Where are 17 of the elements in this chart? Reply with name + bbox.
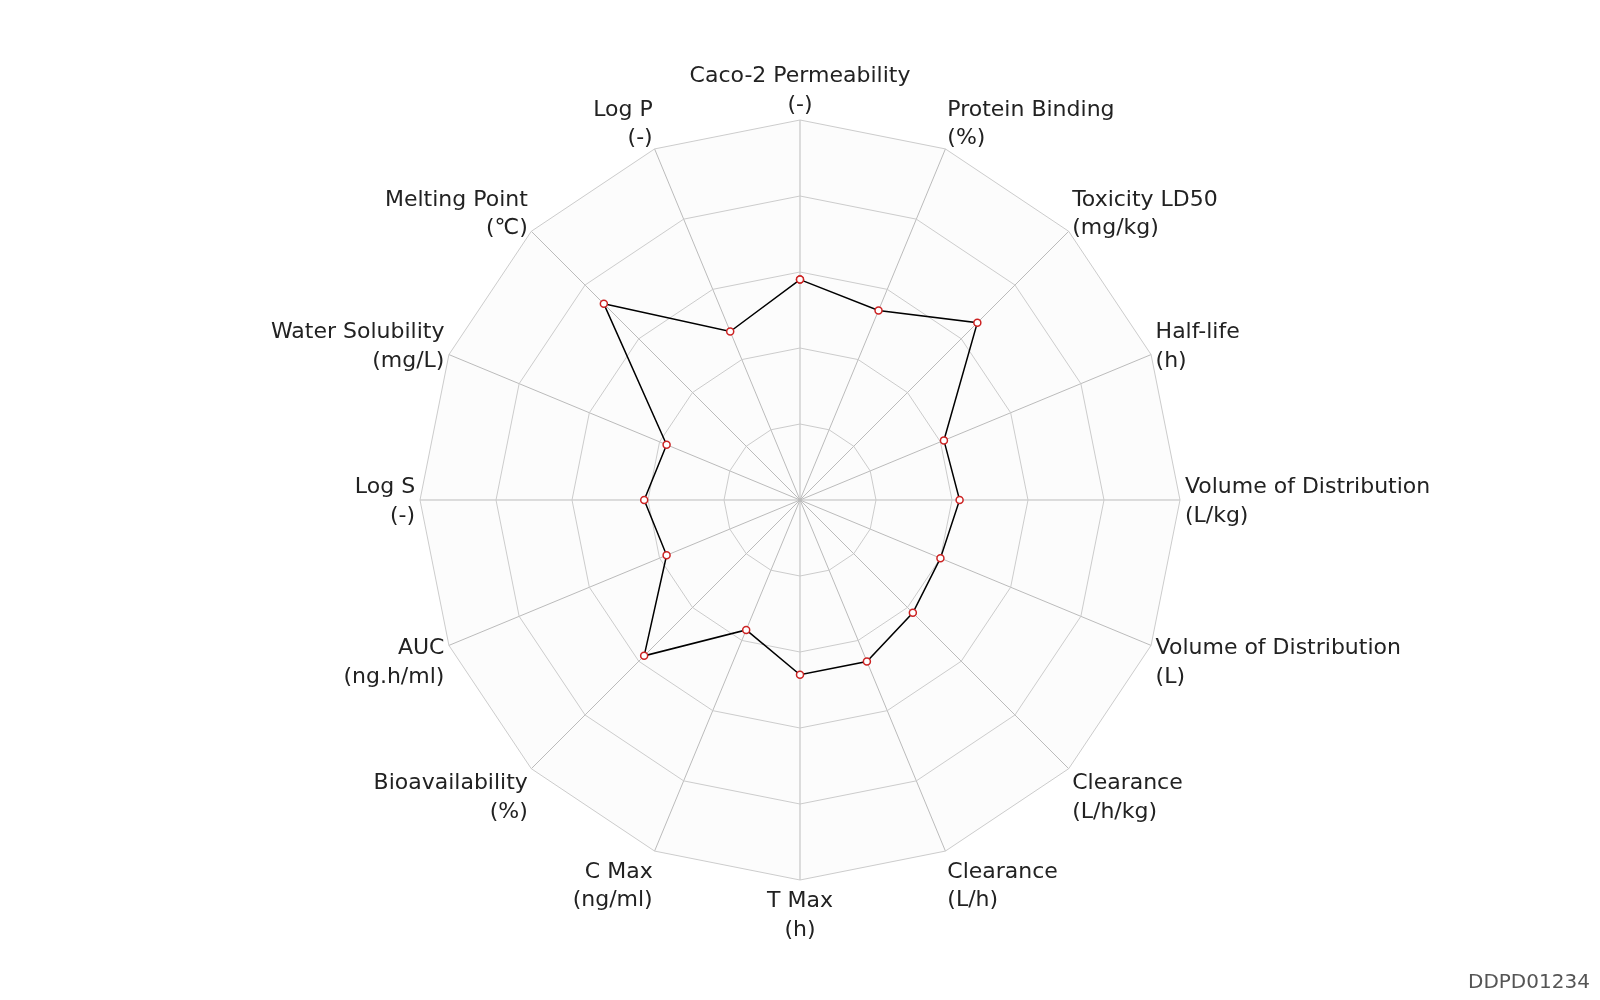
spoke-label: Log S (-): [354, 473, 416, 527]
spoke-label: C Max (ng/ml): [572, 857, 653, 912]
spoke-label: Melting Point (℃): [384, 185, 529, 240]
spoke-label: Protein Binding (%): [947, 95, 1115, 150]
spoke-label: Half-life (h): [1155, 318, 1240, 372]
spoke-label: AUC (ng.h/ml): [343, 634, 445, 688]
spoke-label: Clearance (L/h/kg): [1072, 768, 1183, 823]
spoke-label: Clearance (L/h): [947, 857, 1058, 912]
spoke-label: Volume of Distribution (L/kg): [1184, 473, 1431, 527]
spoke-label: T Max (h): [766, 886, 833, 941]
spoke-label: Caco-2 Permeability (-): [689, 62, 911, 116]
spoke-label: Log P (-): [593, 95, 653, 150]
spoke-label: Water Solubility (mg/L): [270, 318, 445, 372]
text: DDPD01234: [1468, 969, 1590, 993]
spoke-label: Toxicity LD50 (mg/kg): [1071, 185, 1218, 240]
spoke-label: Bioavailability (%): [373, 768, 528, 823]
spoke-label: Volume of Distribution (L): [1155, 634, 1401, 688]
